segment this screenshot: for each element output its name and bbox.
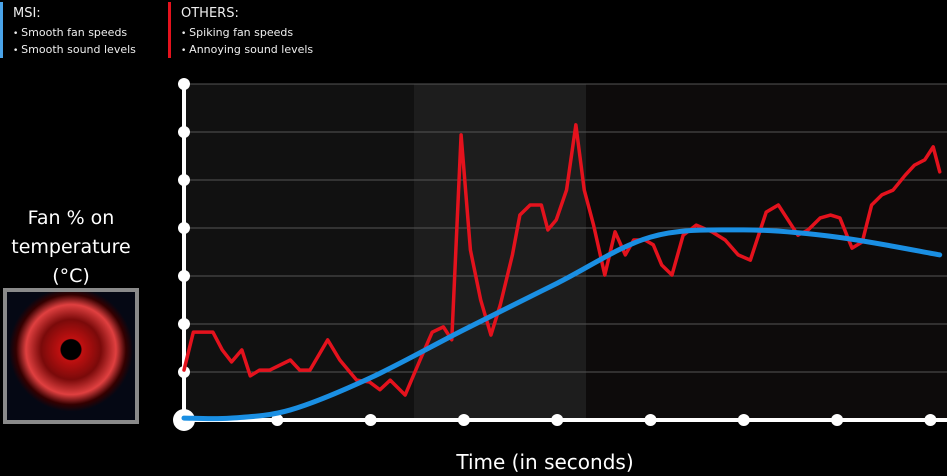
- y-tick-dot: [178, 174, 190, 186]
- legend-others-title: OTHERS:: [181, 6, 239, 21]
- legend-others: OTHERS: Spiking fan speedsAnnoying sound…: [168, 2, 313, 58]
- series-line-others: [182, 123, 942, 397]
- x-tick-dot: [364, 414, 377, 426]
- x-tick-dot: [551, 414, 564, 426]
- y-axis-label: Fan % on temperature (°C): [11, 207, 131, 287]
- legend-msi-title: MSI:: [13, 6, 41, 21]
- y-tick-dot: [178, 126, 190, 138]
- series-line-msi: [181, 227, 943, 422]
- y-tick-dot: [178, 270, 190, 282]
- y-tick-dot: [178, 222, 190, 234]
- y-tick-dot: [178, 78, 190, 90]
- x-tick-dot: [831, 414, 844, 426]
- x-tick-dot: [924, 414, 937, 426]
- x-tick-dot: [271, 414, 284, 426]
- highlight-band: [414, 84, 586, 420]
- legend-item: Smooth fan speeds: [13, 25, 136, 42]
- y-tick-dot: [178, 366, 190, 378]
- legend-msi: MSI: Smooth fan speedsSmooth sound level…: [0, 2, 136, 58]
- legend-item: Smooth sound levels: [13, 42, 136, 59]
- x-tick-dot: [457, 414, 470, 426]
- x-axis-label: Time (in seconds): [456, 450, 634, 474]
- plot-band: [586, 84, 947, 420]
- x-tick-dot: [737, 414, 750, 426]
- legend-item: Spiking fan speeds: [181, 25, 313, 42]
- x-tick-dot: [644, 414, 657, 426]
- y-tick-dot: [178, 318, 190, 330]
- legend-item: Annoying sound levels: [181, 42, 313, 59]
- fan-image: [3, 288, 139, 424]
